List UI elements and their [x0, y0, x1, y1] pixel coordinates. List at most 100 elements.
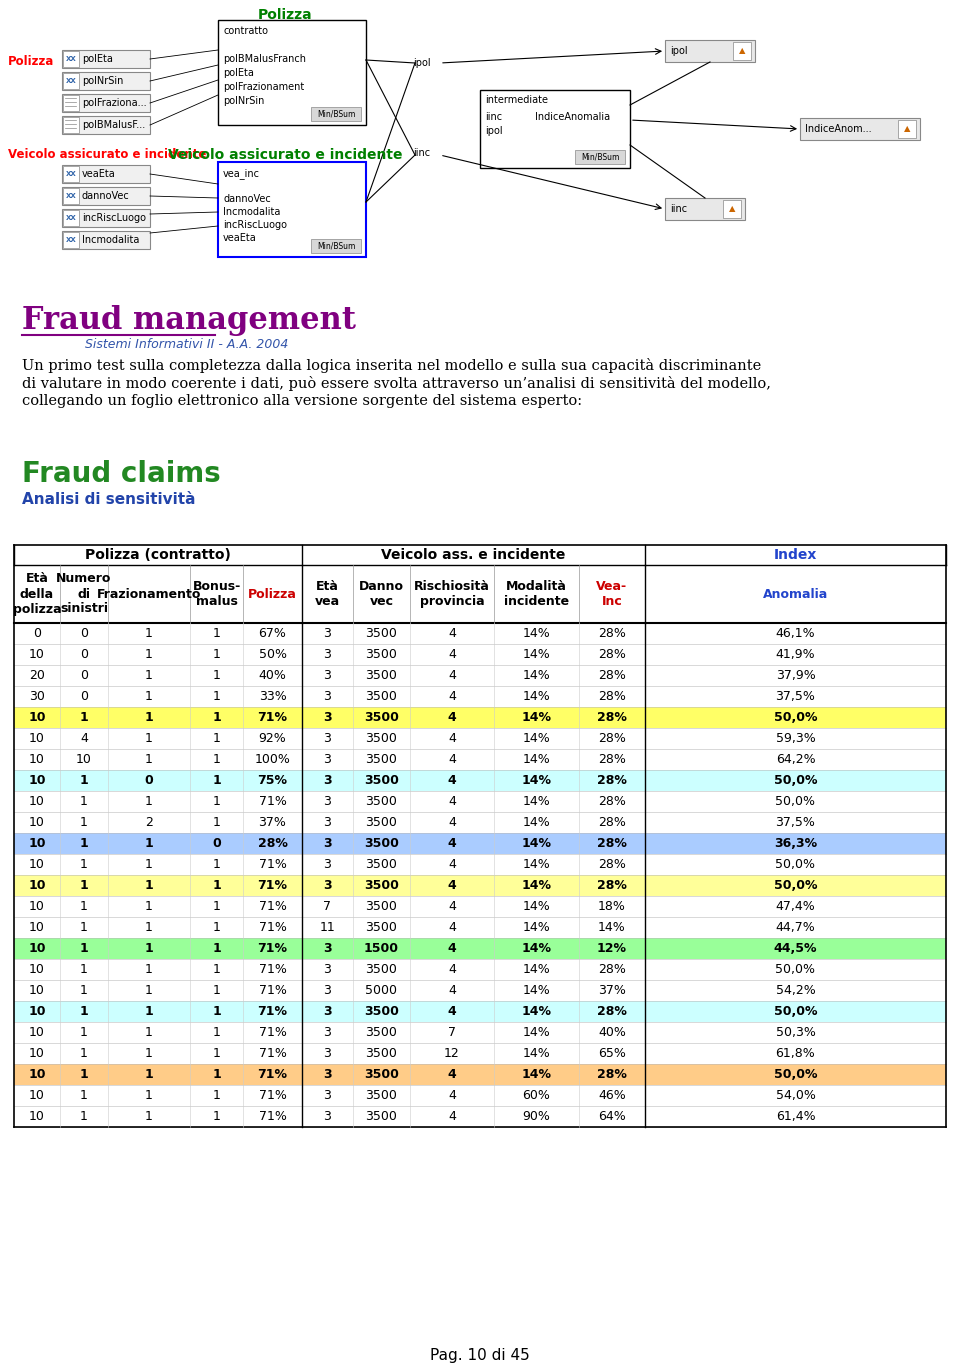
Text: 3: 3 [324, 648, 331, 661]
Text: 3: 3 [324, 1026, 331, 1039]
Text: 1: 1 [212, 1026, 221, 1039]
Text: 28%: 28% [598, 690, 626, 702]
FancyBboxPatch shape [14, 770, 946, 792]
Text: 10: 10 [28, 879, 46, 892]
FancyBboxPatch shape [63, 95, 79, 111]
Text: 92%: 92% [258, 733, 286, 745]
Text: Fraud claims: Fraud claims [22, 460, 221, 488]
Text: polFrazionament: polFrazionament [223, 82, 304, 92]
Text: 4: 4 [448, 858, 456, 871]
FancyBboxPatch shape [480, 91, 630, 167]
Text: 4: 4 [447, 879, 456, 892]
Text: 50,0%: 50,0% [776, 963, 815, 975]
Text: 10: 10 [29, 921, 45, 934]
Text: 71%: 71% [258, 1026, 286, 1039]
Text: 44,7%: 44,7% [776, 921, 815, 934]
Text: 3500: 3500 [366, 900, 397, 912]
FancyBboxPatch shape [14, 545, 302, 565]
Text: 54,2%: 54,2% [776, 984, 815, 997]
Text: 1: 1 [80, 879, 88, 892]
Text: 10: 10 [28, 943, 46, 955]
Text: 3500: 3500 [366, 627, 397, 639]
Text: 4: 4 [80, 733, 88, 745]
FancyBboxPatch shape [575, 150, 625, 165]
Text: 3500: 3500 [366, 1047, 397, 1061]
Text: 4: 4 [448, 900, 456, 912]
Text: 3500: 3500 [364, 774, 399, 788]
Text: 10: 10 [29, 984, 45, 997]
Text: Veicolo assicurato e incidente: Veicolo assicurato e incidente [168, 148, 402, 162]
Text: 28%: 28% [597, 1067, 627, 1081]
Text: 4: 4 [448, 963, 456, 975]
Text: 10: 10 [28, 837, 46, 851]
Text: 4: 4 [448, 670, 456, 682]
Text: 14%: 14% [522, 627, 550, 639]
Text: 1: 1 [212, 816, 221, 829]
FancyBboxPatch shape [62, 71, 150, 91]
Text: 1: 1 [145, 670, 153, 682]
Text: 7: 7 [324, 900, 331, 912]
Text: 10: 10 [29, 1110, 45, 1124]
Text: 50,0%: 50,0% [776, 858, 815, 871]
Text: 71%: 71% [257, 943, 287, 955]
Text: 4: 4 [448, 753, 456, 766]
FancyBboxPatch shape [665, 198, 745, 220]
Text: 1: 1 [212, 879, 221, 892]
Text: 10: 10 [28, 1067, 46, 1081]
Text: 3: 3 [324, 627, 331, 639]
Text: 5000: 5000 [366, 984, 397, 997]
FancyBboxPatch shape [14, 875, 946, 896]
Text: 3: 3 [324, 1089, 331, 1102]
Text: vea_inc: vea_inc [223, 167, 260, 178]
Text: 1: 1 [80, 921, 88, 934]
Text: 3500: 3500 [364, 1006, 399, 1018]
Text: Polizza: Polizza [8, 55, 55, 69]
Text: 4: 4 [448, 733, 456, 745]
FancyBboxPatch shape [14, 959, 946, 980]
Text: Min/BSum: Min/BSum [317, 110, 355, 118]
Text: 1: 1 [212, 627, 221, 639]
Text: 50,0%: 50,0% [776, 794, 815, 808]
Text: 14%: 14% [522, 670, 550, 682]
Text: 1: 1 [80, 837, 88, 851]
Text: 4: 4 [448, 690, 456, 702]
Text: 28%: 28% [598, 794, 626, 808]
Text: 14%: 14% [522, 733, 550, 745]
Text: 1: 1 [145, 1067, 154, 1081]
Text: 0: 0 [80, 670, 88, 682]
Text: incRiscLuogo: incRiscLuogo [82, 213, 146, 224]
Text: 1: 1 [145, 711, 154, 724]
Text: 3500: 3500 [366, 753, 397, 766]
Text: 71%: 71% [257, 1067, 287, 1081]
Text: 10: 10 [29, 900, 45, 912]
Text: 1: 1 [145, 648, 153, 661]
Text: 3500: 3500 [364, 1067, 399, 1081]
FancyBboxPatch shape [14, 1106, 946, 1126]
Text: polBMalusFranch: polBMalusFranch [223, 54, 306, 64]
Text: 28%: 28% [597, 837, 627, 851]
Text: 71%: 71% [258, 794, 286, 808]
Text: XX: XX [66, 172, 77, 177]
Text: 64%: 64% [598, 1110, 626, 1124]
Text: 30: 30 [29, 690, 45, 702]
Text: 14%: 14% [521, 837, 551, 851]
Text: 18%: 18% [598, 900, 626, 912]
Text: 33%: 33% [258, 690, 286, 702]
Text: Età
vea: Età vea [315, 580, 340, 608]
Text: polNrSin: polNrSin [82, 75, 124, 86]
Text: 4: 4 [447, 837, 456, 851]
FancyBboxPatch shape [14, 1002, 946, 1022]
FancyBboxPatch shape [14, 686, 946, 707]
Text: veaEta: veaEta [82, 169, 116, 178]
Text: Pag. 10 di 45: Pag. 10 di 45 [430, 1349, 530, 1362]
FancyBboxPatch shape [645, 545, 946, 565]
Text: 1: 1 [212, 1089, 221, 1102]
Text: 50,0%: 50,0% [774, 1006, 817, 1018]
Text: 1: 1 [80, 1026, 88, 1039]
Text: 1: 1 [145, 753, 153, 766]
FancyBboxPatch shape [14, 623, 946, 643]
Text: 28%: 28% [597, 774, 627, 788]
Text: 37,9%: 37,9% [776, 670, 815, 682]
Text: 12%: 12% [597, 943, 627, 955]
Text: dannoVec: dannoVec [223, 193, 271, 204]
